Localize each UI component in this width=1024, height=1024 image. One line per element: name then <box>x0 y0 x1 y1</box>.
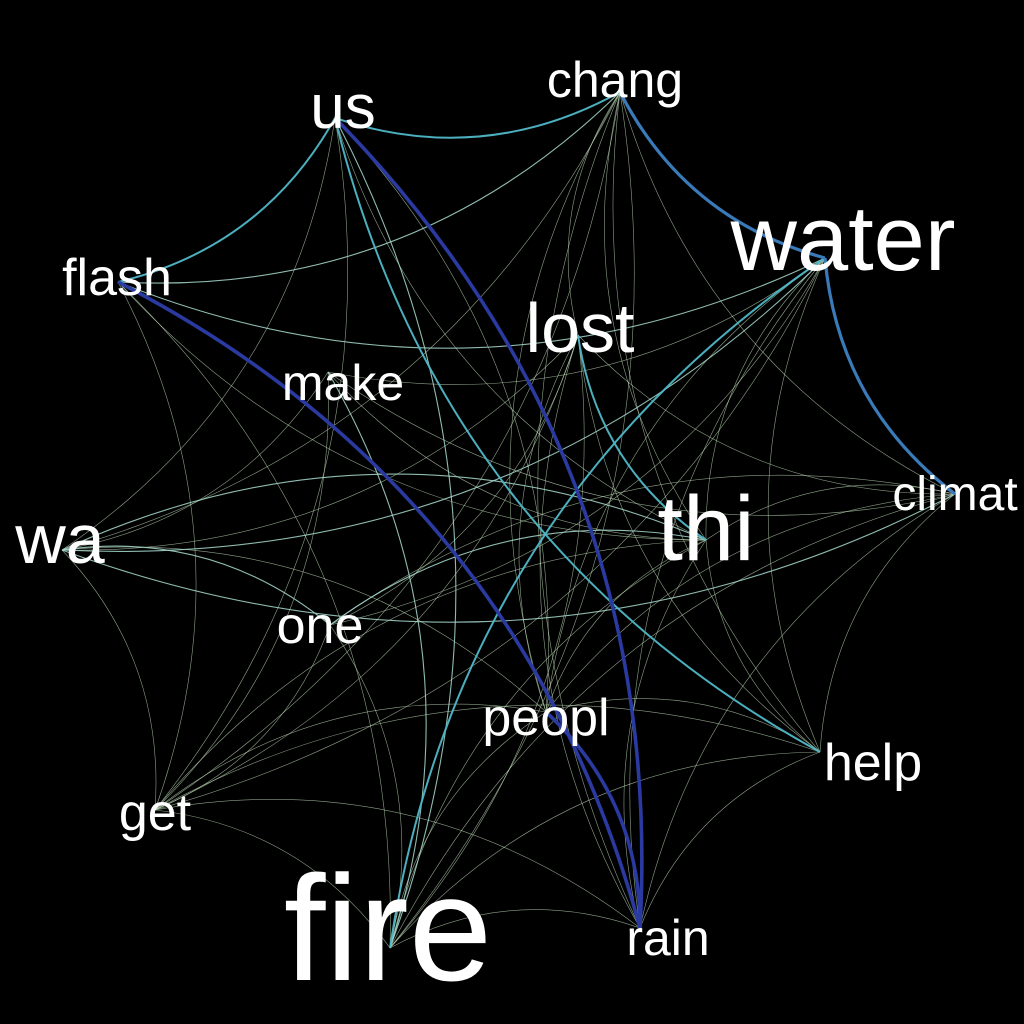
edge-fire-rain <box>389 909 641 949</box>
edge-lost-climat <box>577 334 956 495</box>
node-label-help: help <box>824 734 922 792</box>
edge-get-fire <box>154 809 391 949</box>
edge-one-water <box>329 257 826 626</box>
node-label-climat: climat <box>892 468 1017 521</box>
edge-peopl-fire <box>389 711 547 949</box>
edge-climat-one <box>329 474 956 626</box>
edge-thi-help <box>705 539 821 753</box>
node-label-water: water <box>730 188 956 290</box>
edge-peopl-get <box>154 703 547 811</box>
node-label-peopl: peopl <box>482 689 609 747</box>
edge-water-climat <box>823 257 956 496</box>
edge-water-thi <box>705 257 826 541</box>
edge-flash-water <box>117 257 826 349</box>
edge-peopl-rain <box>544 710 642 929</box>
edge-us-fire <box>334 117 457 949</box>
node-label-lost: lost <box>526 289 635 367</box>
edge-lost-fire <box>389 334 585 949</box>
edge-thi-fire <box>389 539 707 949</box>
edge-water-peopl <box>545 257 826 713</box>
edge-flash-rain <box>117 280 642 929</box>
edge-water-make <box>327 257 826 385</box>
edge-us-peopl <box>334 117 549 713</box>
edge-help-fire <box>389 751 821 949</box>
edge-wa-get <box>61 549 157 811</box>
edge-chang-rain <box>537 91 641 929</box>
edge-chang-fire <box>389 91 635 949</box>
node-label-rain: rain <box>626 910 709 966</box>
node-label-flash: flash <box>62 249 172 307</box>
edge-water-fire <box>389 257 826 949</box>
edge-chang-climat <box>619 91 956 495</box>
edge-us-get <box>154 117 348 811</box>
edge-chang-flash <box>117 91 621 284</box>
edge-lost-help <box>577 334 821 753</box>
edge-lost-rain <box>539 334 641 929</box>
node-label-fire: fire <box>284 844 492 1012</box>
edge-make-climat <box>327 371 956 516</box>
edge-chang-get <box>154 91 621 811</box>
edge-wa-one <box>61 545 331 626</box>
edge-make-thi <box>327 371 707 541</box>
edge-one-thi <box>329 529 707 626</box>
edge-us-flash <box>117 117 336 283</box>
node-label-chang: chang <box>547 52 683 108</box>
edge-climat-peopl <box>545 493 956 713</box>
node-label-one: one <box>277 597 364 655</box>
node-label-get: get <box>119 784 192 842</box>
edge-lost-thi <box>577 334 707 541</box>
edge-us-wa <box>61 117 336 551</box>
edge-wa-climat <box>61 493 956 623</box>
edge-layer <box>61 91 956 949</box>
edge-wa-water <box>61 257 826 552</box>
edge-flash-get <box>117 281 197 811</box>
edge-thi-peopl <box>545 539 707 713</box>
edge-help-get <box>154 704 821 811</box>
edge-thi-get <box>154 539 707 811</box>
edge-chang-lost <box>567 91 621 336</box>
node-label-wa: wa <box>14 500 105 578</box>
edge-water-help <box>767 257 826 753</box>
edge-flash-fire <box>117 281 391 949</box>
edge-get-rain <box>154 799 641 929</box>
edge-lost-peopl <box>518 334 579 713</box>
edge-lost-one <box>329 334 579 626</box>
edge-us-rain <box>333 116 644 929</box>
edge-water-get <box>154 257 826 811</box>
edge-us-chang <box>334 91 621 139</box>
edge-wa-make <box>61 371 329 551</box>
edge-us-thi <box>334 117 707 541</box>
edge-climat-rain <box>639 493 956 929</box>
node-label-us: us <box>310 73 375 142</box>
edge-chang-wa <box>61 91 621 551</box>
edge-water-rain <box>629 257 826 929</box>
node-label-make: make <box>282 355 404 411</box>
label-layer: us chang water flash lost make wa thi climat one p… <box>14 52 1017 1012</box>
edge-chang-water <box>618 91 826 260</box>
edge-help-rain <box>639 751 821 929</box>
edge-chang-thi <box>604 91 707 541</box>
node-label-thi: thi <box>657 478 754 580</box>
edge-thi-rain <box>623 539 707 929</box>
edge-us-help <box>334 117 821 753</box>
edge-lost-get <box>154 334 579 811</box>
edge-make-fire <box>327 371 427 949</box>
edge-climat-help <box>819 493 956 753</box>
